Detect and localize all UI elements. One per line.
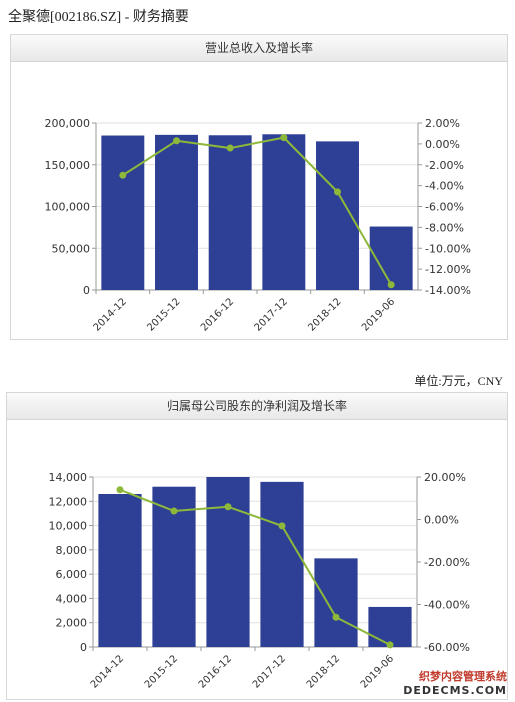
revenue-chart-title: 营业总收入及增长率 [11,35,507,62]
net-profit-yoy-point [278,522,286,530]
net-profit-right-tick-label: 0.00% [424,514,459,527]
net-profit-x-tick-label: 2014-12 [89,653,126,690]
revenue-bar [262,134,306,290]
net-profit-bar [368,606,412,647]
net-profit-left-tick-label: 2,000 [56,617,88,630]
revenue-bar [101,135,145,290]
page-title: 全聚德[002186.SZ] - 财务摘要 [8,10,189,25]
revenue-yoy-point [173,137,180,145]
net-profit-right-tick-label: -20.00% [424,556,470,569]
net-profit-right-tick-label: -40.00% [424,599,470,612]
net-profit-left-tick-label: 4,000 [56,592,88,605]
net-profit-yoy-line [119,488,391,646]
net-profit-right-tick-label: 20.00% [424,471,466,484]
revenue-x-tick-label: 2016-12 [199,296,236,333]
net-profit-chart-title: 归属母公司股东的净利润及增长率 [7,393,507,420]
revenue-yoy-point [387,281,395,289]
revenue-bar [208,135,252,290]
revenue-bar [155,134,198,290]
watermark-en: DEDECMS.COM [403,684,507,697]
net-profit-yoy-point [170,507,178,515]
revenue-chart: 0 50,000 100,000 150,000 200,000 2.00% 0.00% -2… [45,117,471,334]
net-profit-left-tick-label: 0 [80,641,87,654]
revenue-right-tick-label: 2.00% [425,117,460,130]
net-profit-left-tick-label: 14,000 [49,471,88,484]
revenue-chart-panel: 营业总收入及增长率 0 50,000 100,000 150,000 200,000 2.… [10,34,508,340]
revenue-bar [316,141,359,290]
net-profit-chart: 0 2,000 4,000 6,000 8,000 10,000 12,000 14,000 2… [49,471,470,691]
revenue-yoy-point [119,171,127,179]
net-profit-x-tick-label: 2016-12 [197,653,234,690]
revenue-right-tick-label: -2.00% [425,159,464,172]
watermark-cn: 织梦内容管理系统 [419,670,507,683]
revenue-left-tick-label: 0 [83,284,90,297]
revenue-x-tick-label: 2019-06 [360,296,397,333]
revenue-right-tick-label: -14.00% [425,284,471,297]
net-profit-left-tick-label: 10,000 [49,520,88,533]
revenue-left-tick-label: 200,000 [45,117,91,130]
revenue-x-tick-label: 2014-12 [92,296,129,333]
net-profit-yoy-point [224,503,232,511]
net-profit-bar [260,481,304,647]
revenue-x-tick-label: 2015-12 [145,296,182,333]
revenue-yoy-point [334,188,341,196]
revenue-right-tick-label: -6.00% [425,201,464,214]
revenue-left-tick-label: 100,000 [45,201,91,214]
net-profit-yoy-point [116,486,124,494]
net-profit-left-tick-label: 6,000 [56,568,88,581]
revenue-yoy-point [280,134,288,142]
net-profit-bar [98,494,142,647]
net-profit-left-tick-label: 8,000 [56,544,88,557]
net-profit-x-tick-label: 2019-06 [359,653,396,690]
net-profit-x-tick-label: 2015-12 [143,653,180,690]
unit-note: 单位:万元，CNY [414,374,503,388]
revenue-x-tick-label: 2017-12 [253,296,290,333]
net-profit-x-tick-label: 2017-12 [251,653,288,690]
revenue-right-tick-label: -10.00% [425,242,471,255]
net-profit-bar [314,558,358,647]
net-profit-right-tick-label: -60.00% [424,641,470,654]
revenue-right-tick-label: -4.00% [425,180,464,193]
revenue-yoy-line [122,136,393,286]
revenue-yoy-point [226,144,234,152]
revenue-x-tick-label: 2018-12 [306,296,343,333]
revenue-right-tick-label: -8.00% [425,221,464,234]
net-profit-yoy-point [386,641,394,649]
revenue-right-tick-label: -12.00% [425,263,471,276]
net-profit-x-tick-label: 2018-12 [305,653,342,690]
net-profit-chart-panel: 归属母公司股东的净利润及增长率 0 2,000 4,000 6,000 8,000 10,… [6,392,508,700]
revenue-left-tick-label: 50,000 [52,242,91,255]
revenue-right-tick-label: 0.00% [425,138,460,151]
net-profit-left-tick-label: 12,000 [49,495,88,508]
net-profit-bar [206,477,250,647]
revenue-left-tick-label: 150,000 [45,159,91,172]
net-profit-yoy-point [332,613,340,621]
